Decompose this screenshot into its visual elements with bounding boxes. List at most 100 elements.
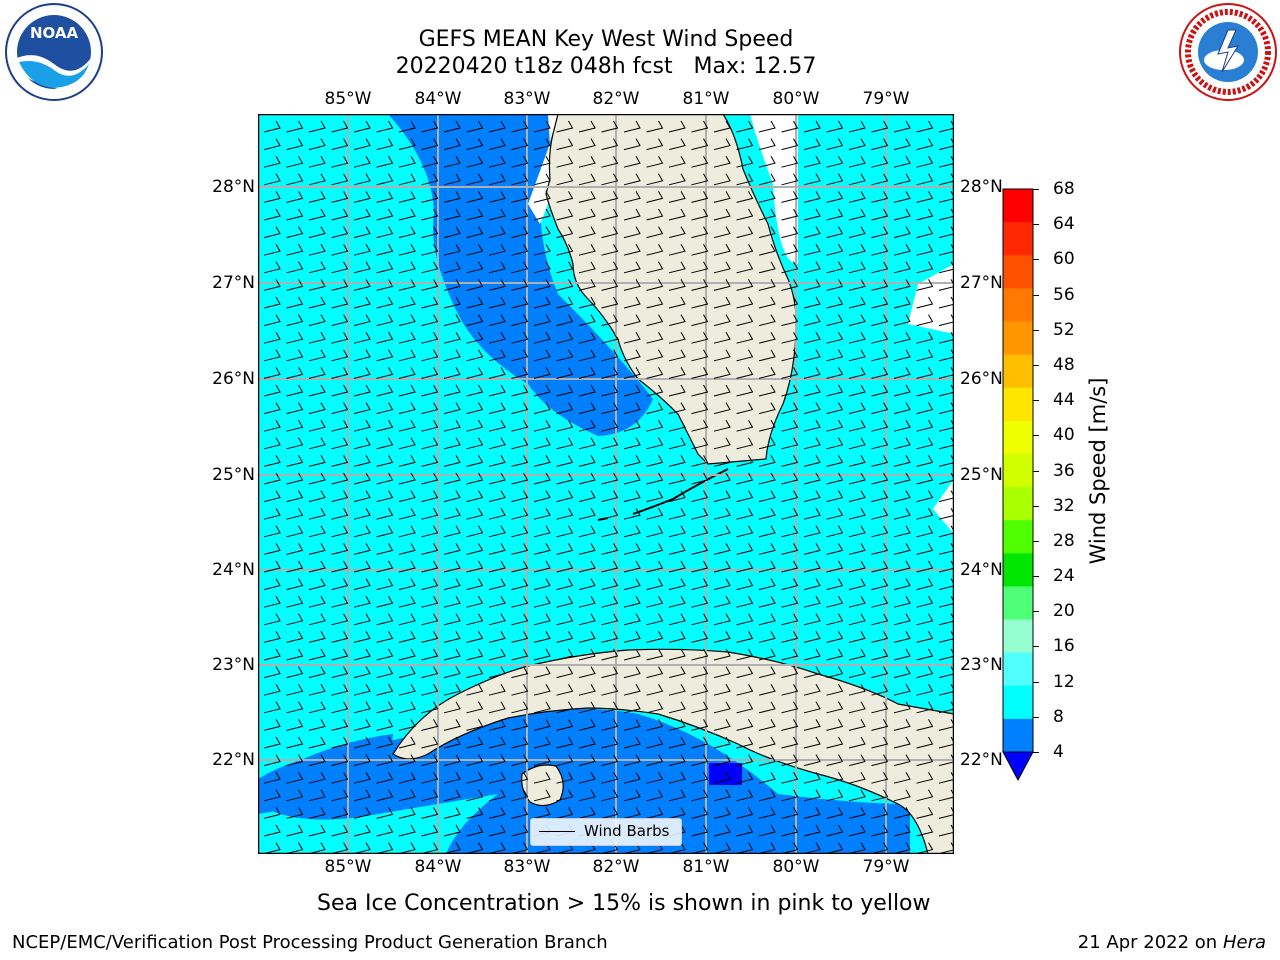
wind-barb — [691, 595, 709, 608]
wind-barb — [691, 683, 709, 696]
wind-barb — [443, 824, 461, 837]
wind-barb — [488, 683, 506, 696]
wind-barb — [848, 507, 866, 520]
wind-barb — [578, 719, 596, 731]
wind-barb — [871, 543, 889, 555]
wind-barb — [691, 666, 709, 679]
wind-barb — [331, 683, 349, 696]
wind-barb — [646, 807, 664, 819]
wind-barb — [398, 701, 416, 714]
wind-barb — [826, 261, 844, 274]
wind-barb — [511, 789, 529, 802]
wind-barb — [556, 701, 574, 714]
wind-barb — [308, 824, 326, 837]
wind-barb — [331, 120, 349, 133]
wind-barb — [713, 472, 731, 485]
wind-barb — [601, 331, 619, 344]
wind-barb — [938, 666, 954, 679]
colorbar-band — [1003, 685, 1033, 720]
wind-barb — [826, 631, 844, 643]
wind-barb — [781, 824, 799, 837]
wind-barb — [916, 631, 934, 643]
wind-barb — [781, 261, 799, 274]
wind-barb — [511, 631, 529, 643]
wind-field-blue-west — [258, 734, 393, 814]
wind-barb — [578, 789, 596, 802]
wind-barb — [713, 120, 731, 133]
wind-barb — [668, 314, 686, 327]
wind-barb — [646, 120, 664, 133]
wind-barb — [601, 754, 619, 767]
wind-barb — [331, 666, 349, 679]
colorbar-band — [1003, 718, 1033, 753]
wind-barb — [353, 419, 371, 432]
wind-barb — [623, 261, 641, 274]
wind-barb — [916, 507, 934, 520]
wind-barb — [308, 648, 326, 661]
wind-barb — [511, 402, 529, 415]
wind-barb — [623, 719, 641, 731]
wind-barb — [398, 507, 416, 520]
wind-barb — [263, 578, 281, 591]
wind-barb — [353, 736, 371, 749]
wind-barb — [758, 807, 776, 819]
wind-barb — [398, 455, 416, 467]
wind-barb — [533, 771, 551, 784]
wind-barb — [601, 243, 619, 256]
wind-barb — [736, 701, 754, 714]
wind-barb — [871, 525, 889, 538]
wind-barb — [916, 490, 934, 503]
wind-barb — [488, 578, 506, 591]
wind-barb — [353, 648, 371, 661]
wind-barb — [623, 595, 641, 608]
wind-barb — [803, 560, 821, 573]
wind-barb — [893, 666, 911, 679]
wind-barb — [826, 719, 844, 731]
colorbar-tick-mark — [1033, 470, 1039, 472]
wind-barb — [488, 789, 506, 802]
wind-barb — [533, 296, 551, 309]
wind-barb — [421, 384, 439, 397]
wind-barb — [646, 595, 664, 608]
wind-barb — [736, 648, 754, 661]
wind-barb — [353, 701, 371, 714]
wind-barb — [466, 279, 484, 291]
wind-barb — [916, 543, 934, 555]
wind-barb — [826, 578, 844, 591]
wind-barb — [938, 771, 954, 784]
wind-barb — [443, 595, 461, 608]
wind-barb — [556, 807, 574, 819]
wind-barb — [803, 279, 821, 291]
wind-barb — [263, 719, 281, 731]
wind-barb — [826, 842, 844, 854]
wind-barb — [286, 208, 304, 221]
wind-barb — [668, 595, 686, 608]
wind-barb — [871, 507, 889, 520]
colorbar-tick-label: 20 — [1053, 601, 1075, 622]
wind-barb — [938, 807, 954, 819]
wind-barb — [421, 402, 439, 415]
wind-speed-map — [258, 114, 954, 854]
wind-barb — [286, 543, 304, 555]
wind-barb — [848, 243, 866, 256]
wind-barb — [646, 384, 664, 397]
wind-barb — [691, 173, 709, 186]
wind-barb — [916, 789, 934, 802]
wind-barb — [713, 507, 731, 520]
wind-barb — [421, 173, 439, 186]
wind-barb — [353, 243, 371, 256]
wind-barb — [601, 314, 619, 327]
wind-barb — [376, 490, 394, 503]
wind-barb — [556, 666, 574, 679]
wind-barb — [848, 437, 866, 450]
wind-barb — [781, 367, 799, 379]
colorbar-tick-mark — [1033, 329, 1039, 331]
wind-barb — [308, 789, 326, 802]
wind-barb — [938, 314, 954, 327]
wind-barb — [353, 842, 371, 854]
wind-barb — [871, 842, 889, 854]
wind-barb — [848, 490, 866, 503]
wind-barb — [398, 367, 416, 379]
wind-barb — [938, 349, 954, 362]
wind-barb — [443, 367, 461, 379]
